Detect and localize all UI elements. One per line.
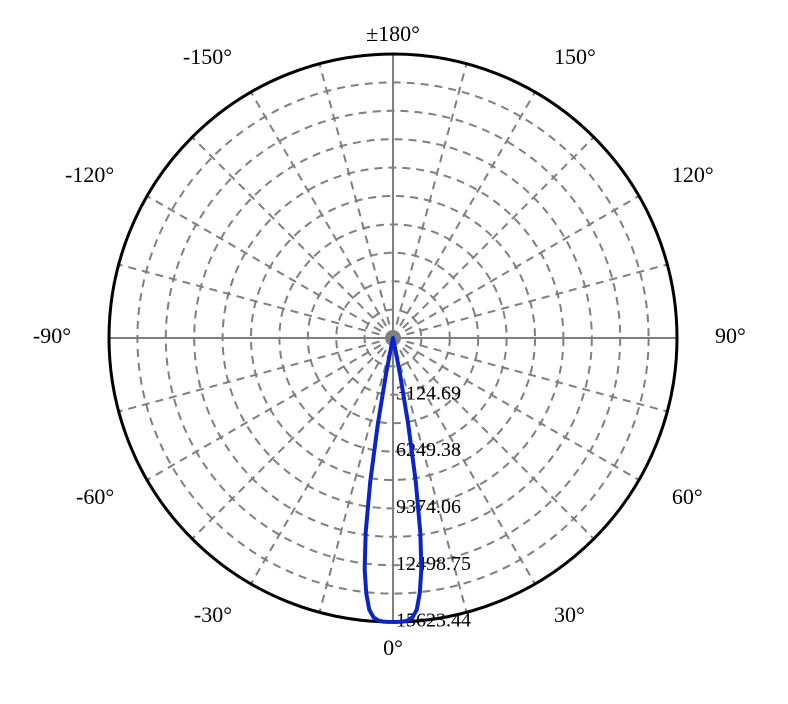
r-tick-label: 6249.38 <box>396 439 461 461</box>
r-tick-label: 12498.75 <box>396 553 471 575</box>
angle-tick-label: 90° <box>715 323 746 348</box>
angle-tick-label: -150° <box>183 44 232 69</box>
angle-tick-label: -60° <box>76 484 114 509</box>
angle-tick-label: 150° <box>554 44 596 69</box>
angle-tick-label: -120° <box>65 162 114 187</box>
angle-tick-label: 60° <box>672 484 703 509</box>
angle-tick-label: -90° <box>33 323 71 348</box>
angle-tick-label: -30° <box>194 602 232 627</box>
r-tick-label: 9374.06 <box>396 496 461 518</box>
angle-tick-label: 120° <box>672 162 714 187</box>
angle-tick-label: 30° <box>554 602 585 627</box>
angle-tick-label: 0° <box>383 635 403 660</box>
angle-tick-label: ±180° <box>366 21 420 46</box>
polar-chart: 3124.696249.389374.0612498.7515623.440°3… <box>0 0 788 704</box>
